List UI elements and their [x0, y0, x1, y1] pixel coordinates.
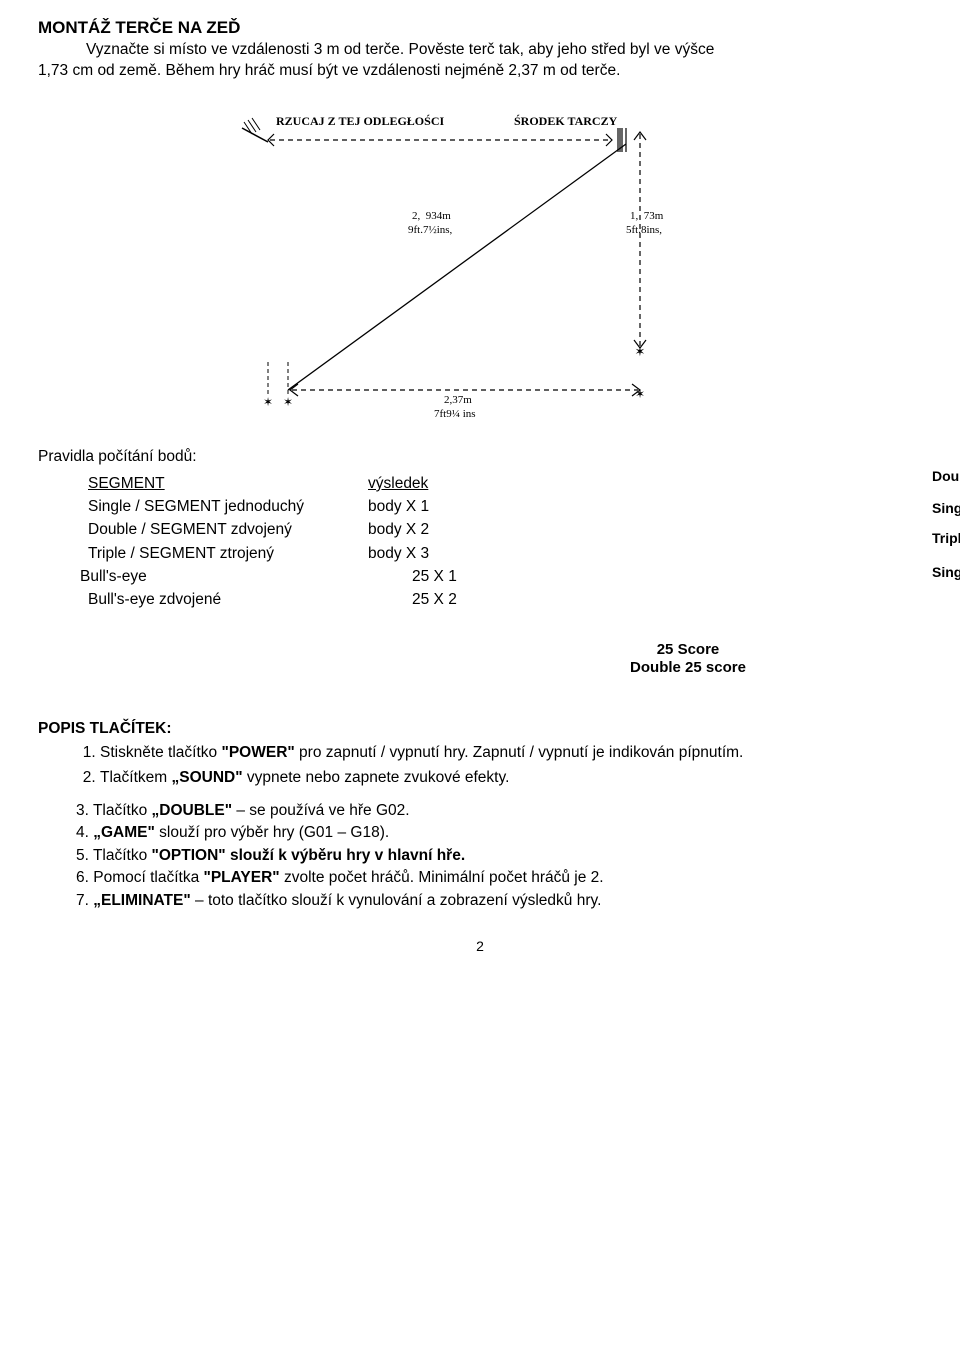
label-double: Double: [932, 468, 960, 484]
row-c1: Single / SEGMENT jednoduchý: [88, 495, 368, 518]
popis-list-1: Stiskněte tlačítko "POWER" pro zapnutí /…: [38, 742, 922, 790]
segment-header: SEGMENT výsledek: [88, 472, 922, 495]
popis2-a: Tlačítkem: [100, 769, 171, 786]
diagram-svg: ✶ ✶ ✶ ✶: [160, 100, 800, 440]
label-double25: Double 25 score: [608, 659, 768, 676]
segment-header-c1: SEGMENT: [88, 472, 368, 495]
p7b: „ELIMINATE": [93, 892, 190, 909]
center-label: ŚRODEK TARCZY: [514, 114, 617, 129]
label-25score: 25 Score: [608, 641, 768, 658]
row-c2: 25 X 2: [368, 588, 508, 611]
throw-label: RZUCAJ Z TEJ ODLEGŁOŚCI: [276, 114, 444, 129]
row-c1: Double / SEGMENT zdvojený: [88, 518, 368, 541]
row-c2: body X 3: [368, 542, 508, 565]
segment-table: SEGMENT výsledek Single / SEGMENT jednod…: [88, 472, 922, 612]
intro-line-1: Vyznačte si místo ve vzdálenosti 3 m od …: [38, 40, 922, 61]
table-row: Single / SEGMENT jednoduchý body X 1: [88, 495, 922, 518]
popis-item-3: 3. Tlačítko „DOUBLE" – se používá ve hře…: [76, 800, 922, 822]
label-single2: Single: [932, 564, 960, 580]
rules-title: Pravidla počítání bodů:: [38, 448, 922, 466]
hyp-top: 2, 934m: [412, 210, 451, 222]
popis-item-1: Stiskněte tlačítko "POWER" pro zapnutí /…: [100, 742, 922, 764]
svg-text:✶: ✶: [283, 395, 293, 409]
intro-line-2: 1,73 cm od země. Během hry hráč musí být…: [38, 61, 922, 82]
table-row: Double / SEGMENT zdvojený body X 2: [88, 518, 922, 541]
row-c2: 25 X 1: [360, 565, 500, 588]
row-c1: Bull's-eye zdvojené: [88, 588, 368, 611]
vert-top: 1, 73m: [630, 210, 663, 222]
throwing-diagram: ✶ ✶ ✶ ✶ RZUCAJ Z TEJ ODLEGŁOŚCI ŚRODEK T…: [160, 100, 800, 440]
popis-list-2: 3. Tlačítko „DOUBLE" – se používá ve hře…: [76, 800, 922, 912]
p4a: 4.: [76, 824, 93, 841]
popis-item-4: 4. „GAME" slouží pro výběr hry (G01 – G1…: [76, 822, 922, 844]
p3a: 3. Tlačítko: [76, 802, 152, 819]
row-c1: Bull's-eye: [80, 565, 360, 588]
svg-text:✶: ✶: [263, 395, 273, 409]
p3c: – se používá ve hře G02.: [232, 802, 410, 819]
hyp-bot: 9ft.7½ins,: [408, 224, 452, 236]
popis1-b: "POWER": [221, 744, 294, 761]
base-top: 2,37m: [444, 394, 472, 406]
table-row: Bull's-eye zdvojené 25 X 2: [88, 588, 922, 611]
svg-text:✶: ✶: [635, 387, 645, 401]
p6c: zvolte počet hráčů. Minimální počet hráč…: [280, 869, 604, 886]
p7c: – toto tlačítko slouží k vynulování a zo…: [191, 892, 602, 909]
popis-item-5: 5. Tlačítko "OPTION" slouží k výběru hry…: [76, 845, 922, 867]
row-c1: Triple / SEGMENT ztrojený: [88, 542, 368, 565]
vert-bot: 5ft.8ins,: [626, 224, 662, 236]
table-row: Triple / SEGMENT ztrojený body X 3: [88, 542, 922, 565]
dart-icon: [242, 118, 268, 142]
popis-item-7: 7. „ELIMINATE" – toto tlačítko slouží k …: [76, 890, 922, 912]
popis-title: POPIS TLAČÍTEK:: [38, 720, 922, 738]
table-row: Bull's-eye 25 X 1: [88, 565, 922, 588]
popis2-c: vypnete nebo zapnete zvukové efekty.: [243, 769, 510, 786]
score-labels: 25 Score Double 25 score: [608, 641, 768, 676]
p5b: "OPTION": [152, 847, 226, 864]
popis2-b: „SOUND": [171, 769, 242, 786]
p4c: slouží pro výběr hry (G01 – G18).: [155, 824, 389, 841]
popis-item-2: Tlačítkem „SOUND" vypnete nebo zapnete z…: [100, 767, 922, 789]
p7a: 7.: [76, 892, 93, 909]
p5a: 5. Tlačítko: [76, 847, 152, 864]
page-number: 2: [38, 938, 922, 954]
label-single1: Single: [932, 500, 960, 516]
row-c2: body X 1: [368, 495, 508, 518]
p5c: slouží k výběru hry v hlavní hře.: [226, 847, 465, 864]
p6b: "PLAYER": [204, 869, 280, 886]
page-title: MONTÁŽ TERČE NA ZEĎ: [38, 18, 922, 38]
segment-header-c2: výsledek: [368, 472, 508, 495]
p6a: 6. Pomocí tlačítka: [76, 869, 204, 886]
popis1-c: pro zapnutí / vypnutí hry. Zapnutí / vyp…: [295, 744, 744, 761]
row-c2: body X 2: [368, 518, 508, 541]
svg-text:✶: ✶: [635, 344, 646, 359]
p3b: „DOUBLE": [152, 802, 233, 819]
popis1-a: Stiskněte tlačítko: [100, 744, 221, 761]
label-triple: Triple: [932, 530, 960, 546]
popis-item-6: 6. Pomocí tlačítka "PLAYER" zvolte počet…: [76, 867, 922, 889]
p4b: „GAME": [93, 824, 155, 841]
base-bot: 7ft9¼ ins: [434, 408, 476, 420]
